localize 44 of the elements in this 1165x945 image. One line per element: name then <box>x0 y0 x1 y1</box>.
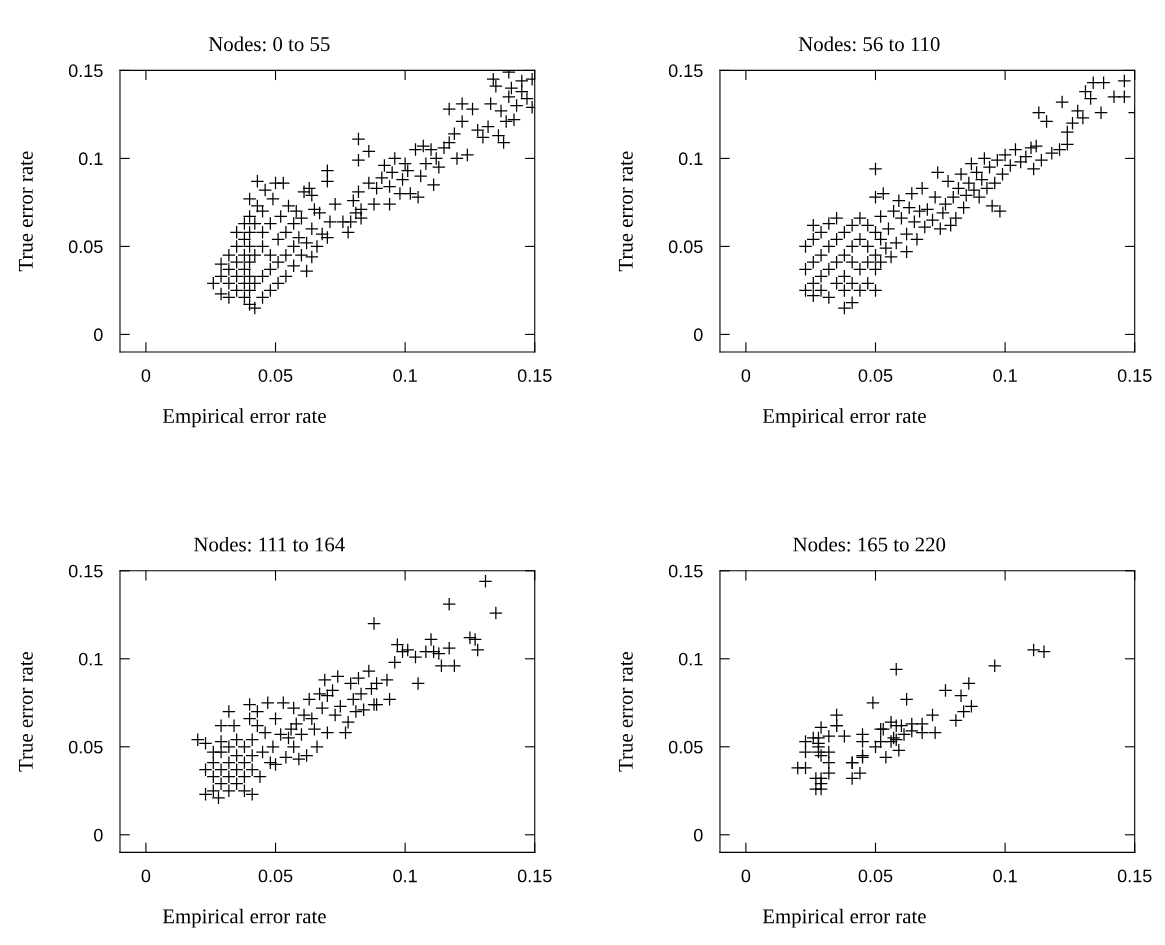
x-tick-label: 0.1 <box>993 869 1017 883</box>
x-tick-label: 0.1 <box>393 369 417 382</box>
y-tick-label: 0.1 <box>78 652 103 666</box>
y-tick-label: 0.1 <box>78 152 103 166</box>
x-tick-label: 0.1 <box>393 869 417 883</box>
y-tick-label: 0.15 <box>68 64 103 78</box>
x-axis-title: Empirical error rate <box>762 908 926 928</box>
y-axis-title: True error rate <box>618 651 633 772</box>
y-tick-label: 0.15 <box>68 564 103 578</box>
y-tick-label: 0 <box>93 828 103 842</box>
x-tick-label: 0.15 <box>1117 869 1152 883</box>
x-tick-label: 0.15 <box>1117 369 1152 382</box>
chart-title: Nodes: 111 to 164 <box>194 536 345 552</box>
y-axis-title: True error rate <box>18 651 33 772</box>
y-tick-label: 0.05 <box>68 740 103 754</box>
y-tick-label: 0.05 <box>668 740 703 754</box>
x-tick-label: 0.05 <box>258 869 293 883</box>
y-axis-title: True error rate <box>18 151 33 272</box>
y-tick-label: 0.15 <box>668 64 703 78</box>
x-tick-label: 0 <box>741 869 751 883</box>
y-axis-title: True error rate <box>618 151 633 272</box>
y-tick-label: 0 <box>93 328 103 342</box>
x-tick-label: 0.1 <box>993 369 1017 382</box>
x-tick-label: 0.15 <box>517 869 552 883</box>
y-tick-label: 0.15 <box>668 564 703 578</box>
y-tick-label: 0 <box>693 828 703 842</box>
y-tick-label: 0.05 <box>668 240 703 254</box>
x-axis-title: Empirical error rate <box>762 408 926 428</box>
x-axis-title: Empirical error rate <box>162 408 326 428</box>
x-tick-label: 0.15 <box>517 369 552 382</box>
chart-title: Nodes: 165 to 220 <box>793 536 946 552</box>
chart-title: Nodes: 56 to 110 <box>798 36 940 52</box>
x-axis-title: Empirical error rate <box>162 908 326 928</box>
y-tick-label: 0.1 <box>678 652 703 666</box>
x-tick-label: 0.05 <box>258 369 293 382</box>
x-tick-label: 0 <box>141 869 151 883</box>
chart-title: Nodes: 0 to 55 <box>208 36 330 52</box>
x-tick-label: 0 <box>141 369 151 382</box>
y-tick-label: 0.05 <box>68 240 103 254</box>
x-tick-label: 0 <box>741 369 751 382</box>
y-tick-label: 0 <box>693 328 703 342</box>
x-tick-label: 0.05 <box>858 369 893 382</box>
y-tick-label: 0.1 <box>678 152 703 166</box>
x-tick-label: 0.05 <box>858 869 893 883</box>
